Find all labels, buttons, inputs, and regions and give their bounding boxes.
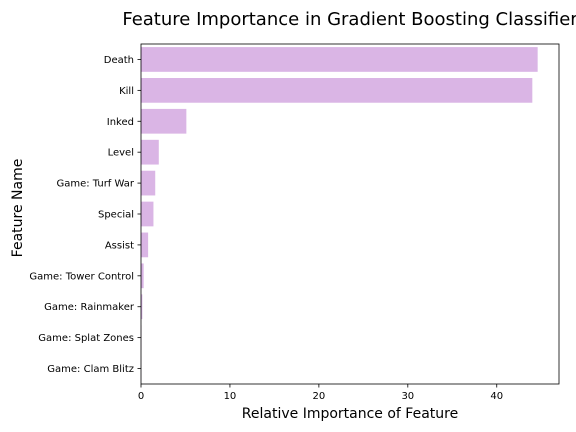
bar-game-turf-war <box>141 170 156 196</box>
y-tick-label: Assist <box>105 240 134 251</box>
y-tick-label: Special <box>98 210 134 221</box>
y-tick-label: Game: Turf War <box>56 179 134 190</box>
x-tick-label: 30 <box>401 391 414 402</box>
bar-game-rainmaker <box>141 294 143 320</box>
y-tick-label: Level <box>108 148 134 159</box>
bar-assist <box>141 232 149 258</box>
x-tick-label: 10 <box>224 391 237 402</box>
bar-inked <box>141 108 187 134</box>
axes-frame <box>140 43 560 385</box>
y-tick-label: Kill <box>119 86 134 97</box>
x-tick-label: 40 <box>490 391 503 402</box>
bar-game-tower-control <box>141 263 144 289</box>
x-axis-label: Relative Importance of Feature <box>242 406 458 422</box>
y-tick-label: Game: Tower Control <box>29 271 134 282</box>
plot-area: Death Kill Inked Level Game: Turf War Special… <box>29 43 560 402</box>
bar-special <box>141 201 154 227</box>
y-tick-label: Game: Rainmaker <box>44 302 135 313</box>
bar-death <box>141 47 538 72</box>
y-tick-label: Inked <box>107 117 134 128</box>
y-tick-label: Death <box>104 55 134 66</box>
x-tick-label: 20 <box>313 391 326 402</box>
bar-level <box>141 139 159 165</box>
bar-kill <box>141 78 533 103</box>
x-tick-label: 0 <box>138 391 144 402</box>
chart-title: Feature Importance in Gradient Boosting … <box>122 9 576 30</box>
y-tick-label: Game: Clam Blitz <box>47 364 134 375</box>
y-axis-label: Feature Name <box>10 159 26 258</box>
y-tick-label: Game: Splat Zones <box>38 333 134 344</box>
